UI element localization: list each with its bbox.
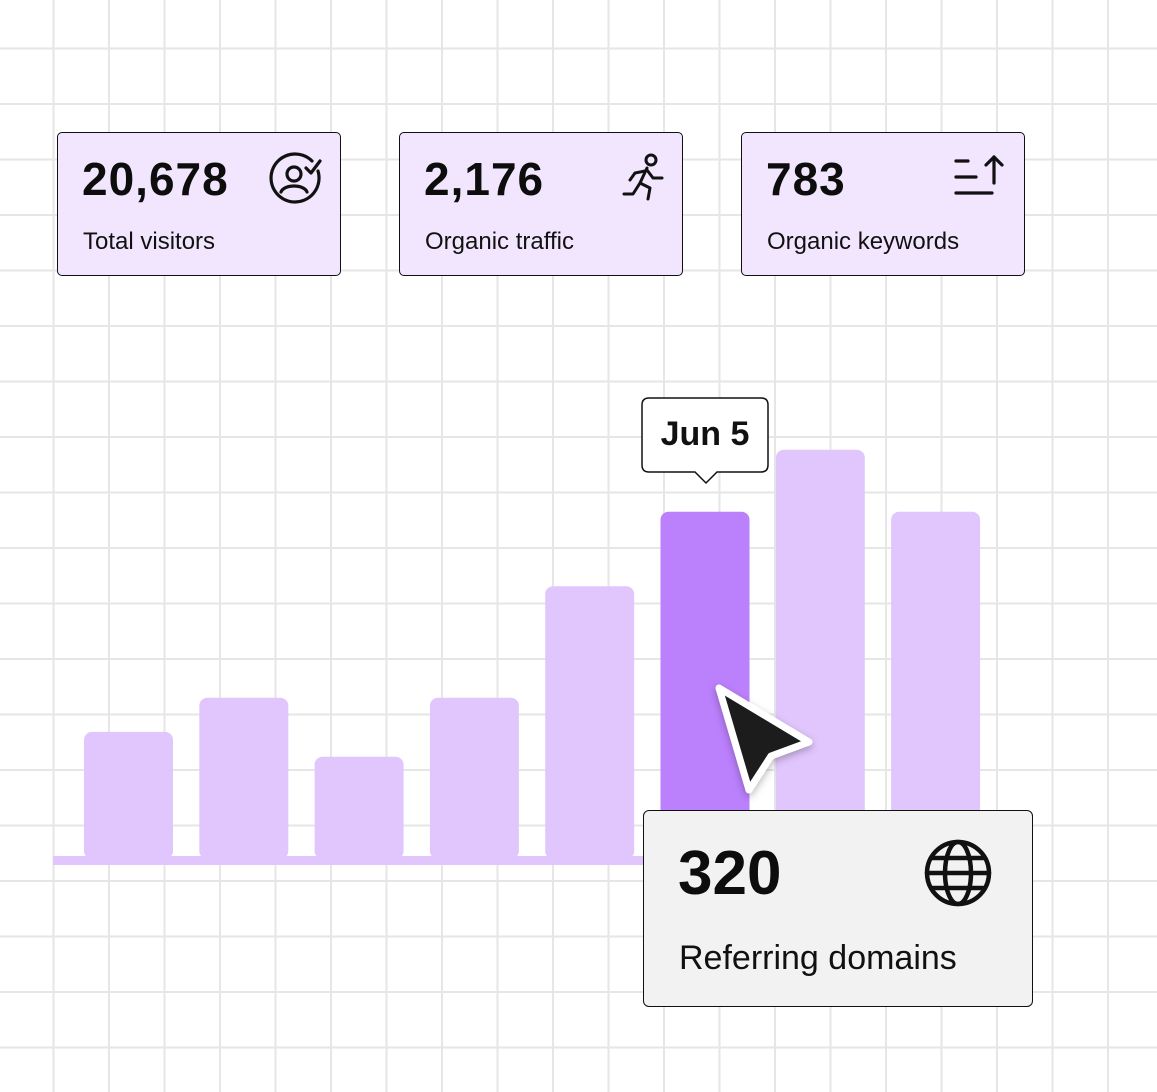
stat-card-organic-traffic: 2,176 Organic traffic [399,132,683,276]
organic-traffic-label: Organic traffic [425,228,574,255]
tooltip-date-label: Jun 5 [660,415,750,453]
stat-card-organic-keywords: 783 Organic keywords [741,132,1025,276]
stat-card-total-visitors: 20,678 Total visitors [57,132,341,276]
chart-bar-7[interactable] [775,449,865,859]
total-visitors-label: Total visitors [83,228,216,255]
referring-domains-card: 320 Referring domains [643,810,1033,1007]
chart-bar-5[interactable] [545,586,635,859]
running-person-icon [622,153,664,201]
mouse-cursor-icon [715,684,813,794]
chart-bar-3[interactable] [314,756,404,859]
chart-bar-2[interactable] [199,697,289,859]
globe-icon [924,839,992,907]
total-visitors-value: 20,678 [82,153,229,205]
organic-keywords-value: 783 [766,153,846,205]
user-check-icon [269,152,322,204]
referring-domains-value: 320 [678,839,782,908]
referring-domains-label: Referring domains [679,939,957,977]
chart-baseline [53,856,693,865]
chart-bar-4[interactable] [429,697,519,859]
organic-keywords-label: Organic keywords [767,228,960,255]
organic-traffic-value: 2,176 [424,153,545,205]
chart-bar-8[interactable] [891,511,981,859]
chart-bar-1[interactable] [84,731,173,859]
date-tooltip: Jun 5 [641,397,769,485]
sort-ascending-icon [954,155,1004,195]
chart-bar-6[interactable] [660,511,750,859]
